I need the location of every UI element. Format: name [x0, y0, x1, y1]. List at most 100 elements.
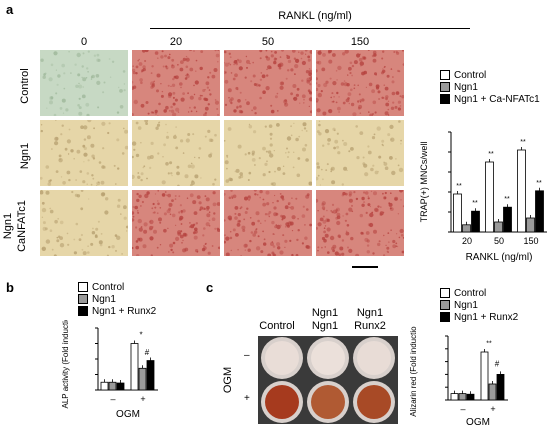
legend-swatch-control: [78, 282, 88, 293]
sig-mark: **: [456, 183, 462, 190]
sig-mark: **: [488, 151, 494, 158]
x-axis-label: RANKL (ng/ml): [466, 252, 533, 263]
sig-mark: **: [504, 196, 510, 203]
row-label-ngn1-2: Ngn1: [2, 212, 14, 240]
legend-a-item-control: Control: [440, 70, 540, 82]
plate-col-control-label: Control: [259, 320, 295, 332]
bar: [480, 351, 489, 401]
plate-well-stain: [357, 341, 391, 375]
row-label-ngn1: Ngn1: [19, 142, 31, 170]
bar: [496, 374, 505, 401]
bar: [116, 382, 125, 391]
chart-a: TRAP(+) MNCs/well 20 50 150 RANKL (ng/ml) ** *…: [419, 131, 547, 263]
legend-swatch-runx2: [78, 306, 88, 317]
legend-a-item-ngn1: Ngn1: [440, 82, 540, 94]
x-tick-label: –: [460, 404, 465, 414]
bar: [526, 217, 535, 233]
legend-b: Control Ngn1 Ngn1 + Runx2: [78, 282, 156, 318]
legend-swatch-ngn1: [440, 300, 450, 311]
bar: [535, 190, 544, 233]
x-tick-label: +: [140, 394, 145, 404]
panel-letter-c: c: [206, 280, 214, 295]
bar: [146, 360, 155, 391]
legend-b-item-runx2: Ngn1 + Runx2: [78, 306, 156, 318]
sig-mark: **: [536, 180, 542, 187]
plate-col-runx2-label: Runx2: [354, 320, 386, 332]
rankl-header: RANKL (ng/ml): [278, 10, 352, 22]
bar: [462, 224, 471, 233]
scale-bar: [352, 266, 378, 268]
col-label-150: 150: [350, 36, 370, 48]
legend-swatch-ngn1: [78, 294, 88, 305]
bar: [494, 221, 503, 233]
col-label-20: 20: [169, 36, 183, 48]
plate-well-stain: [265, 385, 299, 419]
sig-mark: **: [520, 139, 526, 146]
plate-col-ngn1-label-2: Ngn1: [311, 320, 339, 332]
sig-mark: **: [486, 341, 492, 348]
x-tick-label: 50: [494, 236, 504, 246]
x-tick-label: +: [490, 404, 495, 414]
micrograph-tile: [224, 50, 312, 116]
bar: [453, 193, 462, 233]
bar: [488, 383, 497, 401]
x-tick-label: 150: [523, 236, 538, 246]
bar: [138, 367, 147, 391]
legend-swatch-ngn1: [440, 82, 450, 93]
plate-image: [258, 336, 398, 424]
plate-well-stain: [311, 341, 345, 375]
header-rule: [150, 28, 470, 29]
y-axis-label: Alizarin red (Fold induction): [409, 326, 418, 417]
micrograph-tile: [316, 120, 404, 186]
x-axis-label: OGM: [466, 417, 490, 428]
panel-letter-a: a: [6, 2, 14, 17]
legend-c-item-control: Control: [440, 288, 518, 300]
bar: [503, 206, 512, 233]
legend-swatch-runx2: [440, 312, 450, 323]
bar: [485, 161, 494, 233]
micrograph-tile: [316, 190, 404, 256]
row-label-control: Control: [19, 68, 31, 104]
row-label-canfatc1: CaNFATc1: [16, 200, 28, 252]
sig-mark: #: [145, 348, 150, 357]
plate-side-label: OGM: [222, 366, 234, 394]
plate-well-stain: [311, 385, 345, 419]
plate-well-stain: [357, 385, 391, 419]
plate-row-plus: +: [244, 393, 250, 404]
legend-c: Control Ngn1 Ngn1 + Runx2: [440, 288, 518, 324]
bar: [108, 381, 117, 391]
x-axis-label: OGM: [116, 409, 140, 420]
legend-swatch-control: [440, 70, 450, 81]
micrograph-tile: [132, 50, 220, 116]
chart-c: Alizarin red (Fold induction) – +OGM ** #: [409, 326, 508, 428]
legend-a: Control Ngn1 Ngn1 + Ca-NFATc1: [440, 70, 540, 106]
micrograph-tile: [224, 120, 312, 186]
micrograph-tile: [40, 50, 128, 116]
sig-mark: #: [495, 360, 500, 369]
micrograph-tile: [40, 120, 128, 186]
y-axis-label: TRAP(+) MNCs/well: [419, 142, 429, 223]
bar: [450, 393, 459, 401]
legend-c-item-ngn1: Ngn1: [440, 300, 518, 312]
micrograph-tile: [132, 120, 220, 186]
chart-b: ALP activity (Fold induction) – +OGM *#: [61, 320, 158, 420]
x-tick-label: –: [110, 394, 115, 404]
micrograph-tile: [132, 190, 220, 256]
plate-row-minus: –: [244, 350, 250, 361]
micrograph-tile: [40, 190, 128, 256]
bar: [517, 149, 526, 233]
bar: [458, 393, 467, 401]
legend-a-item-ca: Ngn1 + Ca-NFATc1: [440, 94, 540, 106]
col-label-0: 0: [80, 36, 88, 48]
plate-col-ngn1b-label: Ngn1: [356, 307, 384, 319]
legend-c-item-runx2: Ngn1 + Runx2: [440, 312, 518, 324]
bar: [130, 343, 139, 391]
legend-b-item-ngn1: Ngn1: [78, 294, 156, 306]
x-tick-label: 20: [462, 236, 472, 246]
legend-swatch-ca: [440, 94, 450, 105]
plate-col-ngn1-label: Ngn1: [311, 307, 339, 319]
sig-mark: *: [139, 330, 142, 339]
col-label-50: 50: [261, 36, 275, 48]
bar: [471, 210, 480, 233]
panel-letter-b: b: [6, 280, 14, 295]
